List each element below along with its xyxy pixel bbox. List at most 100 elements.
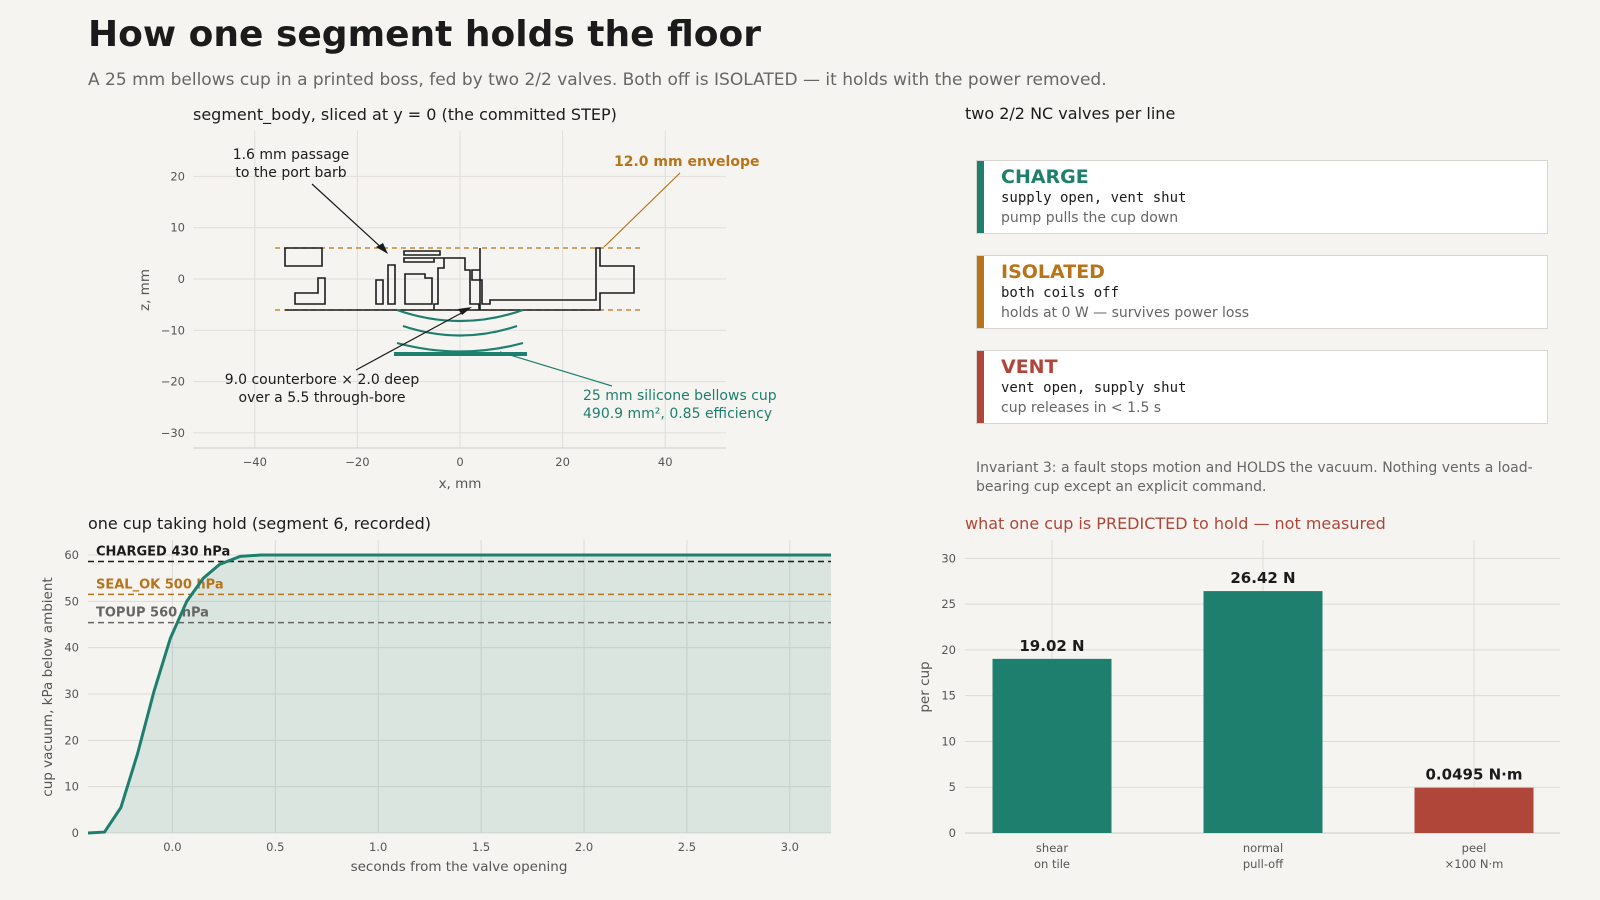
threshold-label: CHARGED 430 hPa: [96, 544, 230, 559]
hold-ytick: 0: [949, 826, 956, 840]
section-xtick: −20: [345, 455, 369, 469]
section-annotations: 1.6 mm passage to the port barb 12.0 mm …: [225, 147, 777, 422]
section-ytick: 10: [170, 221, 185, 235]
hold-ylabel: per cup: [917, 661, 933, 712]
valve-card-isolated: ISOLATED both coils off holds at 0 W — s…: [976, 255, 1548, 329]
passage-arrowhead: [376, 243, 388, 254]
card-code: vent open, supply shut: [1001, 380, 1187, 396]
vacuum-ytick: 10: [64, 780, 79, 794]
envelope-note: 12.0 mm envelope: [614, 154, 759, 170]
hold-ytick: 20: [941, 643, 956, 657]
vacuum-ytick: 30: [64, 687, 79, 701]
passage-note-line1: 1.6 mm passage: [233, 147, 350, 163]
hold-ytick: 15: [941, 689, 956, 703]
vacuum-chart-title: one cup taking hold (segment 6, recorded…: [88, 514, 431, 533]
card-code: supply open, vent shut: [1001, 190, 1187, 206]
valves-panel: two 2/2 NC valves per line: [965, 104, 1175, 123]
cup-note-line1: 25 mm silicone bellows cup: [583, 388, 777, 404]
section-ylabel: z, mm: [137, 269, 153, 311]
valves-title: two 2/2 NC valves per line: [965, 104, 1175, 123]
card-code: both coils off: [1001, 285, 1120, 301]
hold-xtick-sub: pull-off: [1243, 857, 1284, 871]
card-accent: [977, 351, 984, 423]
hold-ytick: 5: [949, 780, 956, 794]
vacuum-xtick: 1.5: [472, 840, 490, 854]
hold-bar: [992, 658, 1112, 833]
page-subtitle: A 25 mm bellows cup in a printed boss, f…: [88, 70, 1107, 90]
section-xlabel: x, mm: [439, 476, 482, 492]
vacuum-xtick: 3.0: [781, 840, 799, 854]
section-grid: [193, 131, 726, 449]
valve-card-vent: VENT vent open, supply shut cup releases…: [976, 350, 1548, 424]
hold-ytick: 25: [941, 597, 956, 611]
hold-xtick: normal: [1243, 841, 1283, 855]
section-xtick: −40: [243, 455, 267, 469]
vacuum-xtick: 0.0: [163, 840, 181, 854]
card-desc: holds at 0 W — survives power loss: [1001, 305, 1250, 321]
card-accent: [977, 161, 984, 233]
hold-chart-title: what one cup is PREDICTED to hold — not …: [965, 514, 1386, 533]
hold-xtick-sub: ×100 N·m: [1445, 857, 1504, 871]
vacuum-area: [88, 555, 831, 833]
vacuum-plot: CHARGED 430 hPa SEAL_OK 500 hPa TOPUP 560 …: [87, 544, 831, 835]
hold-bars: 19.02 N 26.42 N 0.0495 N·m: [992, 569, 1534, 833]
counterbore-arrowhead: [458, 307, 472, 315]
passage-note-line2: to the port barb: [235, 165, 346, 181]
vacuum-panel: one cup taking hold (segment 6, recorded…: [40, 514, 831, 875]
hold-xtick-sub: on tile: [1034, 857, 1070, 871]
vacuum-ticks: 0.0 0.5 1.0 1.5 2.0 2.5 3.0 0 10 20 30 40 50 60: [64, 548, 799, 854]
card-desc: pump pulls the cup down: [1001, 210, 1179, 226]
threshold-label: SEAL_OK 500 hPa: [96, 577, 224, 592]
section-ytick: 0: [178, 272, 185, 286]
section-panel: segment_body, sliced at y = 0 (the commi…: [137, 105, 777, 492]
vacuum-xtick: 1.0: [369, 840, 387, 854]
hold-ticks: 0 5 10 15 20 25 30 shear on tile normal pull-off pe…: [941, 551, 1503, 871]
vacuum-xlabel: seconds from the valve opening: [351, 859, 568, 875]
vacuum-xtick: 0.5: [266, 840, 284, 854]
vacuum-xtick: 2.5: [678, 840, 696, 854]
vacuum-curve: [87, 553, 831, 835]
card-name: ISOLATED: [1001, 261, 1105, 283]
hold-ytick: 10: [941, 734, 956, 748]
segment-body-outline: [284, 247, 635, 311]
cup-leader: [499, 351, 613, 387]
section-ticks: −40 −20 0 20 40 −30 −20 −10 0 10 20: [161, 169, 673, 469]
cup-note-line2: 490.9 mm², 0.85 efficiency: [583, 406, 772, 422]
vacuum-grid: [88, 540, 831, 834]
hold-panel: what one cup is PREDICTED to hold — not …: [917, 514, 1560, 871]
vacuum-ytick: 40: [64, 641, 79, 655]
invariant-note: Invariant 3: a fault stops motion and HO…: [976, 460, 1533, 495]
hold-value-label: 19.02 N: [1019, 637, 1084, 655]
section-ytick: −10: [161, 323, 185, 337]
threshold-label: TOPUP 560 hPa: [96, 606, 209, 621]
hold-xtick: peel: [1462, 841, 1487, 855]
section-ytick: 20: [170, 169, 185, 183]
card-accent: [977, 256, 984, 328]
counterbore-arrow: [355, 309, 468, 371]
valve-card-charge: CHARGE supply open, vent shut pump pulls…: [976, 160, 1548, 234]
passage-arrow: [311, 183, 385, 251]
section-xtick: 20: [555, 455, 570, 469]
vacuum-ytick: 0: [72, 826, 79, 840]
section-xtick: 40: [658, 455, 673, 469]
hold-bar: [1203, 591, 1323, 833]
hold-value-label: 0.0495 N·m: [1426, 766, 1523, 784]
hold-xtick: shear: [1036, 841, 1068, 855]
hold-bar: [1414, 787, 1534, 833]
hold-ytick: 30: [941, 551, 956, 565]
section-xtick: 0: [456, 455, 463, 469]
vacuum-ytick: 50: [64, 594, 79, 608]
hold-value-label: 26.42 N: [1230, 569, 1295, 587]
section-ytick: −20: [161, 375, 185, 389]
counterbore-note-line1: 9.0 counterbore × 2.0 deep: [225, 372, 420, 388]
page-title: How one segment holds the floor: [88, 14, 761, 55]
card-desc: cup releases in < 1.5 s: [1001, 400, 1162, 416]
card-name: CHARGE: [1001, 166, 1089, 188]
vacuum-ylabel: cup vacuum, kPa below ambient: [40, 577, 56, 796]
envelope-leader: [603, 172, 681, 248]
vacuum-ytick: 20: [64, 733, 79, 747]
vacuum-xtick: 2.0: [575, 840, 593, 854]
vacuum-ytick: 60: [64, 548, 79, 562]
card-name: VENT: [1001, 356, 1058, 378]
